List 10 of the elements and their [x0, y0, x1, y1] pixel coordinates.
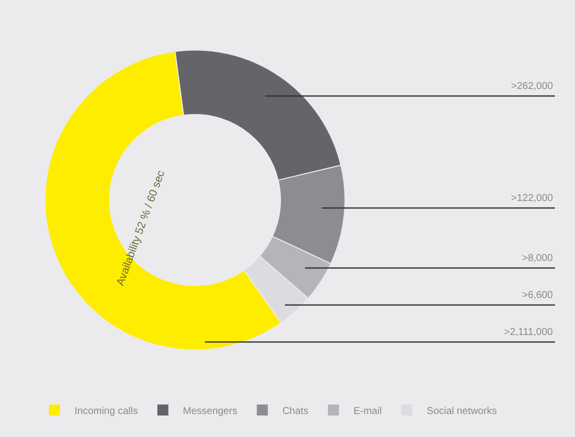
legend-label: Messengers: [182, 406, 238, 417]
data-label: >122,000: [511, 193, 554, 204]
data-label: >8,000: [522, 253, 554, 264]
data-label: >6,600: [522, 290, 554, 301]
legend-label: E-mail: [353, 406, 382, 417]
legend-label: Chats: [282, 406, 308, 417]
data-label: >2,111,000: [504, 327, 554, 338]
legend-label: Social networks: [426, 406, 497, 417]
legend-label: Incoming calls: [74, 406, 138, 417]
data-label: >262,000: [511, 81, 554, 92]
